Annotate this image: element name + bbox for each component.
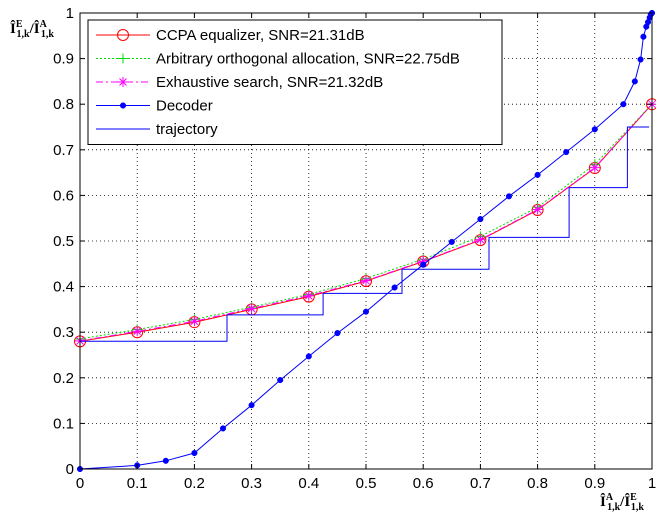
legend-swatch-marker bbox=[120, 103, 126, 109]
legend-label: Decoder bbox=[156, 98, 213, 115]
data-point bbox=[247, 303, 257, 313]
y-tick-label: 0.8 bbox=[53, 96, 74, 113]
y-tick-label: 0.1 bbox=[53, 415, 74, 432]
data-point bbox=[392, 285, 398, 291]
x-tick-label: 0.2 bbox=[184, 475, 205, 492]
y-tick-label: 0.4 bbox=[53, 279, 74, 296]
data-point bbox=[363, 309, 369, 315]
y-tick-label: 0.9 bbox=[53, 51, 74, 68]
data-point bbox=[304, 291, 314, 301]
data-point bbox=[592, 126, 598, 132]
x-tick-label: 0.3 bbox=[241, 475, 262, 492]
data-point bbox=[192, 450, 198, 456]
x-tick-label: 0.6 bbox=[413, 475, 434, 492]
data-point bbox=[220, 426, 226, 432]
y-tick-label: 1 bbox=[66, 5, 74, 22]
x-tick-label: 0 bbox=[76, 475, 84, 492]
data-point bbox=[335, 330, 341, 336]
legend-swatch-marker bbox=[118, 77, 128, 87]
x-tick-label: 0.7 bbox=[470, 475, 491, 492]
data-point bbox=[641, 34, 647, 40]
data-point bbox=[590, 163, 600, 173]
x-tick-label: 0.8 bbox=[527, 475, 548, 492]
data-point bbox=[506, 194, 512, 200]
y-tick-label: 0.6 bbox=[53, 187, 74, 204]
series-line bbox=[80, 127, 649, 469]
data-point bbox=[306, 354, 312, 360]
y-tick-label: 0.7 bbox=[53, 142, 74, 159]
data-point bbox=[449, 239, 455, 245]
legend-label: Arbitrary orthogonal allocation, SNR=22.… bbox=[156, 51, 460, 68]
data-point bbox=[163, 458, 169, 464]
x-tick-label: 0.4 bbox=[298, 475, 319, 492]
data-point bbox=[638, 57, 644, 63]
y-tick-label: 0.3 bbox=[53, 324, 74, 341]
y-tick-label: 0.2 bbox=[53, 370, 74, 387]
data-point bbox=[621, 101, 627, 107]
data-point bbox=[361, 276, 371, 286]
data-point bbox=[249, 402, 255, 408]
data-point bbox=[563, 149, 569, 155]
data-point bbox=[533, 205, 543, 215]
series-4 bbox=[80, 127, 649, 469]
data-point bbox=[277, 377, 283, 383]
data-point bbox=[132, 326, 142, 336]
x-tick-label: 0.9 bbox=[584, 475, 605, 492]
data-point bbox=[632, 79, 638, 85]
y-tick-label: 0.5 bbox=[53, 233, 74, 250]
x-tick-label: 1 bbox=[648, 475, 656, 492]
x-tick-label: 0.1 bbox=[127, 475, 148, 492]
legend-label: trajectory bbox=[156, 121, 218, 138]
data-point bbox=[420, 262, 426, 268]
legend-label: Exhaustive search, SNR=21.32dB bbox=[156, 74, 383, 91]
data-point bbox=[475, 235, 485, 245]
legend-label: CCPA equalizer, SNR=21.31dB bbox=[156, 27, 365, 44]
data-point bbox=[189, 316, 199, 326]
y-tick-label: 0 bbox=[66, 461, 74, 478]
legend: CCPA equalizer, SNR=21.31dB Arbitrary ort… bbox=[88, 20, 502, 145]
data-point bbox=[478, 216, 484, 222]
data-point bbox=[535, 172, 541, 178]
x-tick-label: 0.5 bbox=[356, 475, 377, 492]
